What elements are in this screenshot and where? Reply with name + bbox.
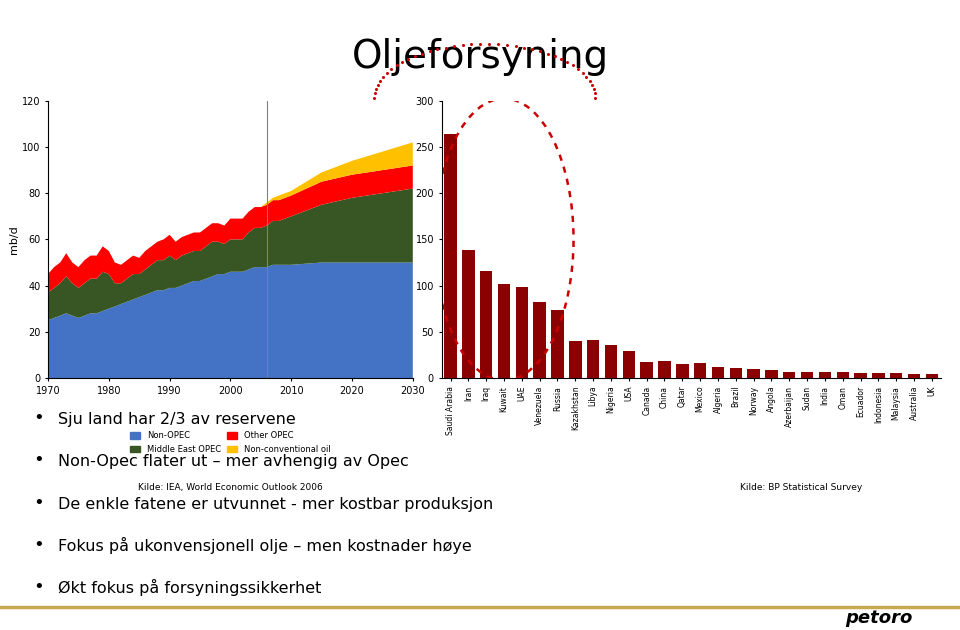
Bar xyxy=(497,284,511,378)
Text: Kilde: IEA, World Economic Outlook 2006: Kilde: IEA, World Economic Outlook 2006 xyxy=(138,483,323,492)
Text: Økt fokus på forsyningssikkerhet: Økt fokus på forsyningssikkerhet xyxy=(59,580,322,597)
Bar xyxy=(659,362,671,378)
Bar xyxy=(854,374,867,378)
Bar xyxy=(534,302,546,378)
Text: petoro: petoro xyxy=(845,609,912,627)
Bar xyxy=(908,374,921,378)
Bar xyxy=(783,372,796,378)
Text: Sju land har 2/3 av reservene: Sju land har 2/3 av reservene xyxy=(59,412,296,427)
Bar xyxy=(872,374,884,378)
Bar xyxy=(622,351,636,378)
Text: •: • xyxy=(33,452,44,469)
Bar xyxy=(444,134,457,378)
Bar xyxy=(694,364,707,378)
Bar xyxy=(730,368,742,378)
Text: De enkle fatene er utvunnet - mer kostbar produksjon: De enkle fatene er utvunnet - mer kostba… xyxy=(59,497,493,512)
Bar xyxy=(551,309,564,378)
Text: •: • xyxy=(33,409,44,427)
Text: Non-Opec flater ut – mer avhengig av Opec: Non-Opec flater ut – mer avhengig av Ope… xyxy=(59,454,409,469)
Bar xyxy=(605,345,617,378)
Bar xyxy=(711,367,724,378)
Text: Fokus på ukonvensjonell olje – men kostnader høye: Fokus på ukonvensjonell olje – men kostn… xyxy=(59,537,472,554)
Bar xyxy=(836,372,849,378)
Bar xyxy=(765,370,778,378)
Y-axis label: mb/d: mb/d xyxy=(9,225,19,254)
Bar xyxy=(569,341,582,378)
Text: •: • xyxy=(33,494,44,512)
Text: •: • xyxy=(33,578,44,597)
Bar xyxy=(890,374,902,378)
Bar xyxy=(480,271,492,378)
Text: Oljeforsyning: Oljeforsyning xyxy=(351,38,609,76)
Legend: Non-OPEC, Middle East OPEC, Other OPEC, Non-conventional oil: Non-OPEC, Middle East OPEC, Other OPEC, … xyxy=(127,428,334,457)
Bar xyxy=(676,364,688,378)
Bar xyxy=(640,362,653,378)
Bar xyxy=(925,374,938,378)
Bar xyxy=(462,251,474,378)
Bar xyxy=(587,340,599,378)
Bar xyxy=(801,372,813,378)
Bar xyxy=(747,369,759,378)
Text: •: • xyxy=(33,536,44,554)
Bar xyxy=(516,287,528,378)
Bar xyxy=(819,372,831,378)
Text: Kilde: BP Statistical Survey: Kilde: BP Statistical Survey xyxy=(740,483,862,492)
